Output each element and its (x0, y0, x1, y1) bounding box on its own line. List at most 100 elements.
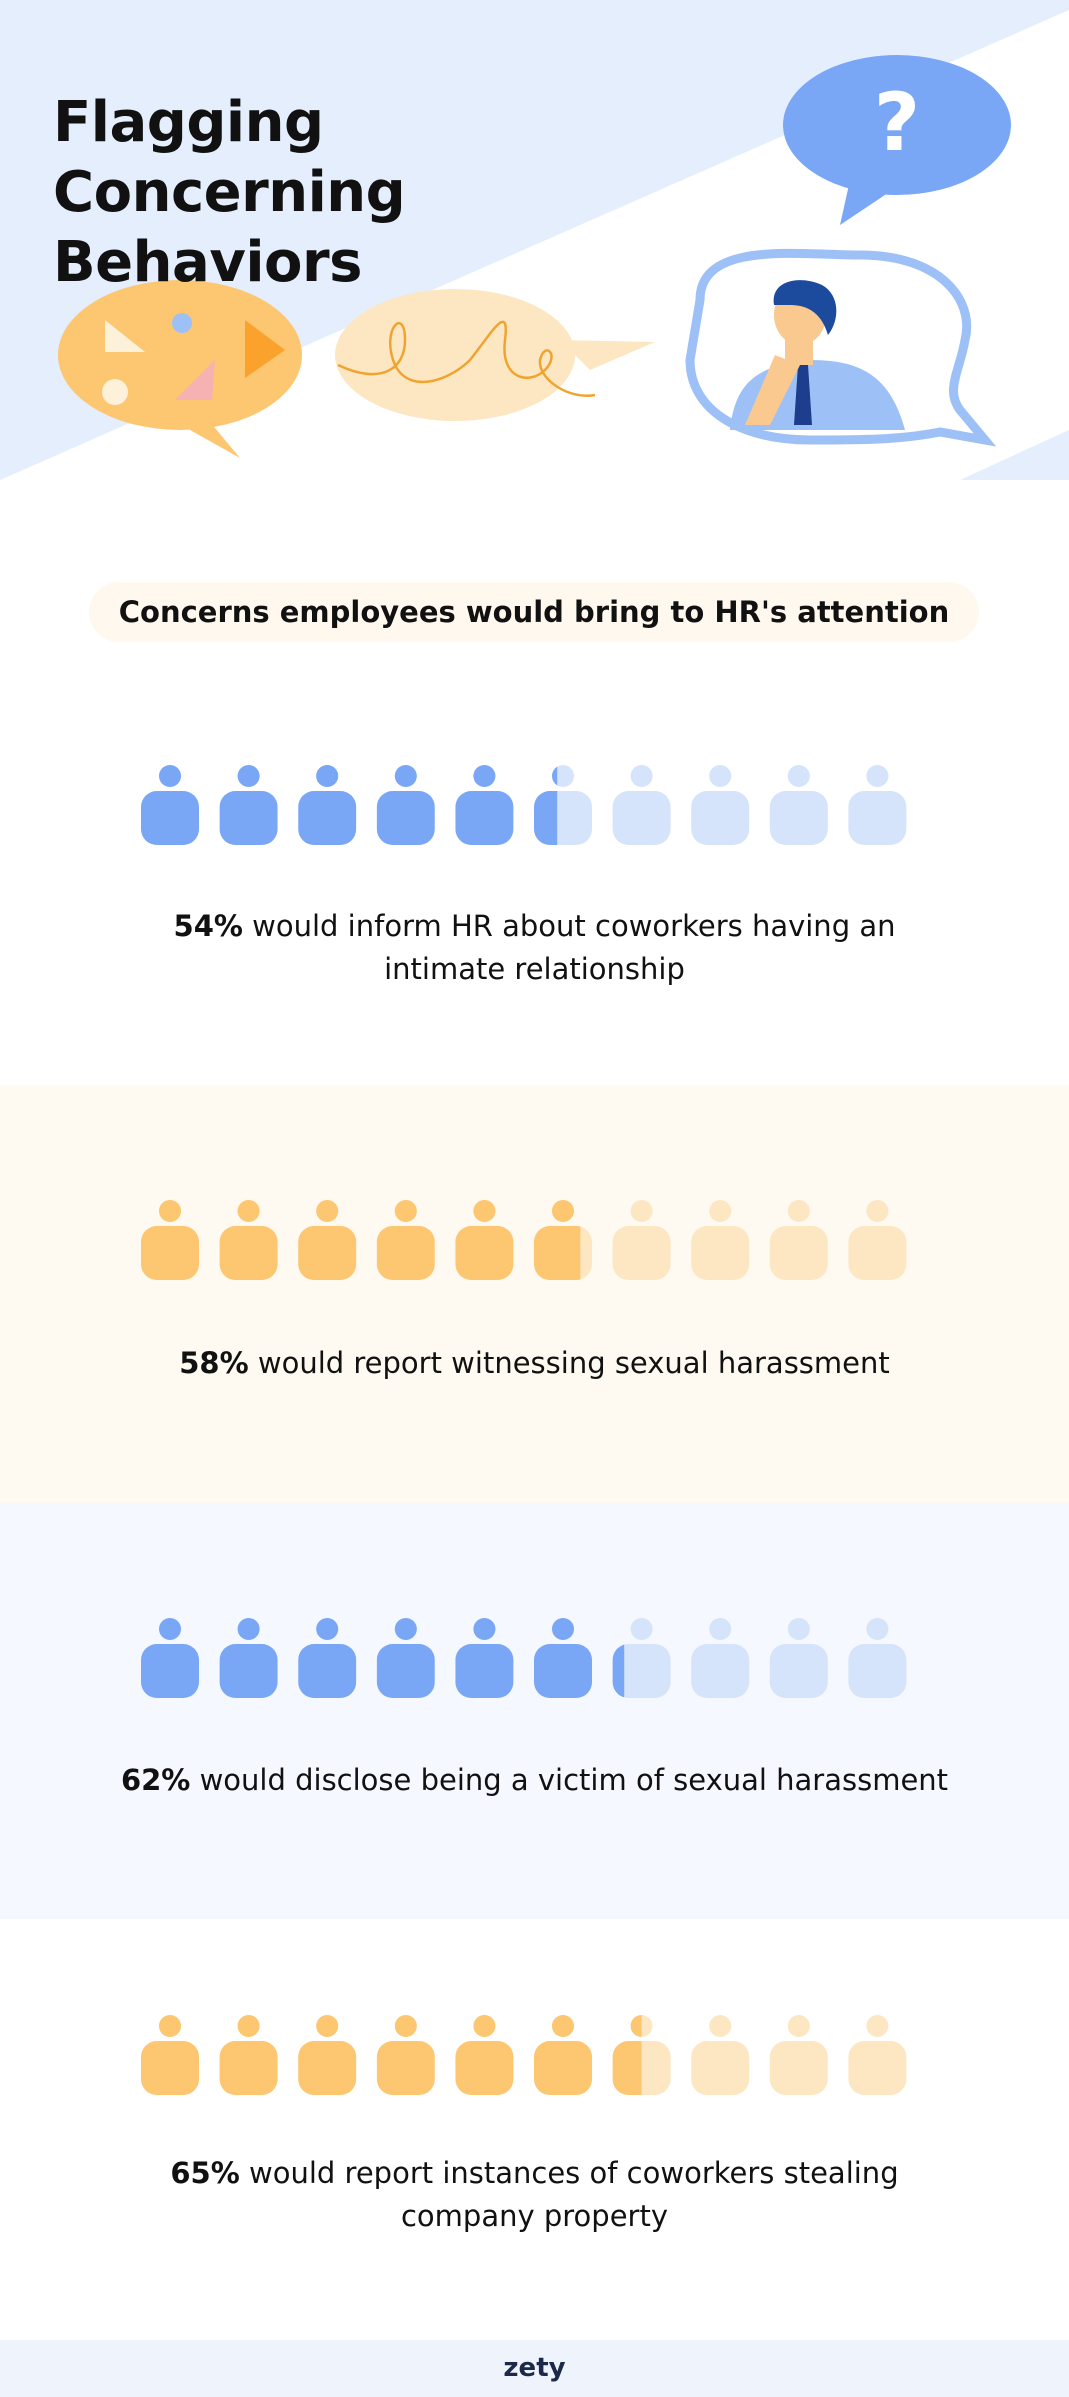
person-icon-filled (612, 2015, 642, 2095)
person-icon (612, 1618, 671, 1698)
icon-body (219, 791, 278, 845)
person-icon (769, 2015, 828, 2095)
icon-body (141, 1644, 199, 1698)
person-icon (219, 1200, 278, 1280)
icon-head (159, 765, 181, 787)
icon-body (455, 2041, 514, 2095)
person-icon-filled (298, 1618, 357, 1698)
icon-body (298, 791, 357, 845)
icon-body (219, 1226, 278, 1280)
person-icon (376, 1618, 435, 1698)
caption: 65% would report instances of coworkers … (145, 2152, 925, 2238)
icon-body (455, 791, 514, 845)
icon-body (376, 2041, 435, 2095)
icon-body (376, 1226, 435, 1280)
icon-head (866, 1618, 889, 1640)
person-icon-filled (219, 765, 278, 845)
person-icon-filled (376, 1200, 435, 1280)
pictogram (141, 1618, 907, 1698)
icon-head (552, 1618, 574, 1640)
caption: 62% would disclose being a victim of sex… (85, 1759, 985, 1802)
icon-head (394, 2015, 417, 2037)
person-icon (691, 765, 750, 845)
icon-body (612, 1644, 671, 1698)
person-icon (141, 765, 199, 845)
icon-body (769, 2041, 828, 2095)
icon-head (787, 1200, 810, 1222)
icon-head (709, 1200, 732, 1222)
person-icon-filled (141, 765, 199, 845)
icon-body (534, 2041, 592, 2095)
icon-head (316, 2015, 339, 2037)
person-icon (769, 1618, 828, 1698)
icon-body (455, 1644, 514, 1698)
pictogram-section: 54% would inform HR about coworkers havi… (0, 700, 1069, 1086)
person-icon-filled (141, 1200, 199, 1280)
person-icon (534, 1200, 592, 1280)
person-icon-filled (455, 1618, 514, 1698)
icon-head (866, 1200, 889, 1222)
pictogram (141, 1200, 907, 1280)
icon-head (866, 2015, 889, 2037)
value-label: 62% (120, 1763, 191, 1797)
caption: 58% would report witnessing sexual haras… (85, 1342, 985, 1385)
person-icon (848, 1618, 907, 1698)
icon-head (552, 765, 574, 787)
icon-body (534, 1644, 592, 1698)
pictogram-section: 65% would report instances of coworkers … (0, 1919, 1069, 2340)
icon-body (534, 791, 558, 845)
person-icon-filled (141, 1618, 199, 1698)
icon-body (534, 1226, 581, 1280)
icon-body (376, 791, 435, 845)
person-icon (455, 2015, 514, 2095)
person-icon-filled (534, 2015, 592, 2095)
icon-head (237, 1618, 260, 1640)
icon-head (787, 1618, 810, 1640)
value-label: 54% (173, 909, 243, 943)
icon-body (769, 1644, 828, 1698)
caption-text: would report instances of coworkers stea… (249, 2156, 899, 2233)
icon-head (787, 765, 810, 787)
icon-body (691, 791, 750, 845)
person-icon-filled (298, 2015, 357, 2095)
person-icon (691, 2015, 750, 2095)
person-icon (219, 1618, 278, 1698)
person-icon (612, 2015, 671, 2095)
icon-body (769, 791, 828, 845)
person-icon (612, 1200, 671, 1280)
svg-text:?: ? (874, 76, 920, 169)
value-label: 58% (179, 1346, 249, 1380)
person-icon (769, 1200, 828, 1280)
shapes-bubble (58, 280, 302, 458)
question-bubble: ? (783, 55, 1011, 225)
icon-head (316, 1200, 339, 1222)
scribble-bubble (335, 289, 655, 421)
caption: 54% would inform HR about coworkers havi… (165, 905, 905, 991)
icon-head (552, 766, 558, 786)
icon-body (298, 1644, 357, 1698)
person-icon-filled (534, 1200, 581, 1280)
person-icon (141, 2015, 199, 2095)
person-icon-filled (376, 2015, 435, 2095)
person-icon-filled (455, 765, 514, 845)
icon-head (316, 1618, 339, 1640)
icon-body (219, 1644, 278, 1698)
icon-body (769, 1226, 828, 1280)
caption-text: would disclose being a victim of sexual … (199, 1763, 949, 1797)
person-icon-filled (534, 1618, 592, 1698)
person-icon-filled (219, 2015, 278, 2095)
person-icon (219, 765, 278, 845)
icon-head (630, 2015, 642, 2037)
icon-body (141, 791, 199, 845)
person-icon (376, 1200, 435, 1280)
icon-head (552, 1200, 574, 1222)
person-icon (219, 2015, 278, 2095)
icon-head (866, 765, 889, 787)
person-icon-filled (298, 1200, 357, 1280)
icon-body (219, 2041, 278, 2095)
person-icon (455, 1200, 514, 1280)
icon-body (612, 2041, 642, 2095)
icon-head (237, 1200, 260, 1222)
icon-head (237, 765, 260, 787)
icon-head (630, 765, 653, 787)
